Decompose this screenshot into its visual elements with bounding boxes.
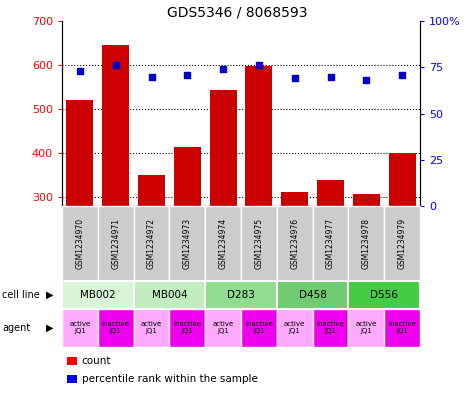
Text: active
JQ1: active JQ1 [284, 321, 305, 334]
Point [291, 75, 298, 81]
Text: GSM1234972: GSM1234972 [147, 218, 156, 269]
Text: GSM1234970: GSM1234970 [76, 218, 85, 269]
Point [76, 68, 84, 74]
Text: GSM1234975: GSM1234975 [255, 218, 264, 269]
Point [399, 72, 406, 78]
Text: D458: D458 [299, 290, 326, 300]
Text: agent: agent [2, 323, 30, 333]
Point [255, 62, 263, 68]
Text: inactive
JQ1: inactive JQ1 [317, 321, 344, 334]
Point [327, 73, 334, 80]
Text: cell line: cell line [2, 290, 40, 300]
Text: D556: D556 [370, 290, 398, 300]
Text: GSM1234971: GSM1234971 [111, 218, 120, 269]
Bar [138, 175, 165, 206]
Bar [209, 90, 237, 206]
Text: GSM1234973: GSM1234973 [183, 218, 192, 269]
Text: GSM1234978: GSM1234978 [362, 218, 371, 269]
Bar [102, 45, 129, 206]
Bar [281, 192, 308, 206]
Text: inactive
JQ1: inactive JQ1 [245, 321, 273, 334]
Text: MB004: MB004 [152, 290, 187, 300]
Text: active
JQ1: active JQ1 [356, 321, 377, 334]
Text: count: count [82, 356, 111, 366]
Point [183, 72, 191, 78]
Text: MB002: MB002 [80, 290, 115, 300]
Text: active
JQ1: active JQ1 [141, 321, 162, 334]
Text: active
JQ1: active JQ1 [69, 321, 91, 334]
Text: D283: D283 [227, 290, 255, 300]
Text: ▶: ▶ [47, 290, 54, 300]
Point [362, 77, 370, 83]
Point [112, 62, 120, 68]
Text: percentile rank within the sample: percentile rank within the sample [82, 375, 257, 384]
Point [148, 73, 155, 80]
Point [219, 66, 227, 72]
Bar [246, 66, 272, 206]
Bar [317, 180, 344, 206]
Text: active
JQ1: active JQ1 [212, 321, 234, 334]
Text: inactive
JQ1: inactive JQ1 [388, 321, 416, 334]
Bar [353, 194, 380, 206]
Bar [174, 147, 201, 206]
Text: GSM1234976: GSM1234976 [290, 218, 299, 269]
Text: GSM1234974: GSM1234974 [218, 218, 228, 269]
Bar [66, 100, 93, 206]
Bar [389, 153, 416, 206]
Text: ▶: ▶ [47, 323, 54, 333]
Text: inactive
JQ1: inactive JQ1 [102, 321, 130, 334]
Text: inactive
JQ1: inactive JQ1 [173, 321, 201, 334]
Text: GDS5346 / 8068593: GDS5346 / 8068593 [167, 6, 308, 20]
Text: GSM1234979: GSM1234979 [398, 218, 407, 269]
Text: GSM1234977: GSM1234977 [326, 218, 335, 269]
